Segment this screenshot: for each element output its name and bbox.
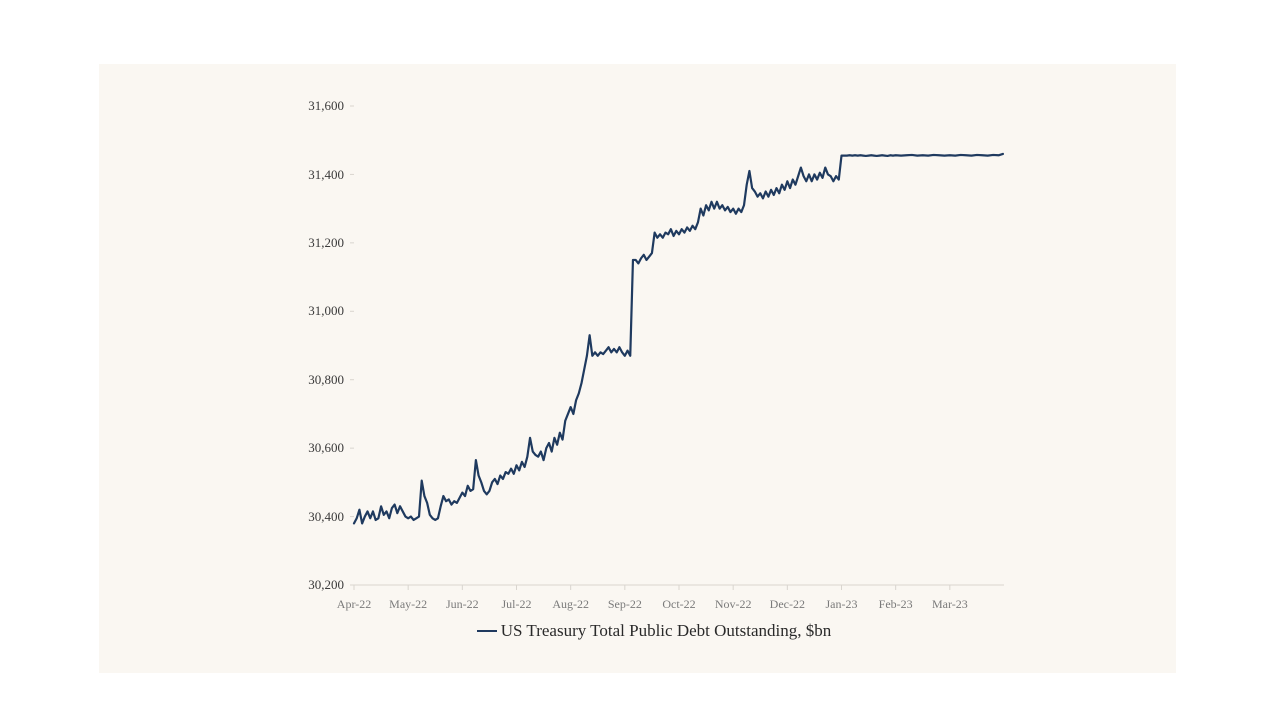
x-tick-label: Jun-22 bbox=[432, 597, 492, 612]
debt-series-line bbox=[354, 154, 1003, 524]
y-tick-label: 31,000 bbox=[308, 303, 344, 319]
y-tick-label: 30,400 bbox=[308, 509, 344, 525]
x-tick-label: Jul-22 bbox=[487, 597, 547, 612]
y-tick-label: 30,200 bbox=[308, 577, 344, 593]
x-tick-label: Nov-22 bbox=[703, 597, 763, 612]
x-tick-label: Feb-23 bbox=[866, 597, 926, 612]
legend-line bbox=[477, 630, 497, 632]
x-tick-label: Oct-22 bbox=[649, 597, 709, 612]
legend-label: US Treasury Total Public Debt Outstandin… bbox=[501, 621, 831, 641]
y-tick-label: 31,400 bbox=[308, 167, 344, 183]
x-tick-label: Aug-22 bbox=[541, 597, 601, 612]
x-tick-label: Dec-22 bbox=[757, 597, 817, 612]
x-tick-label: Mar-23 bbox=[920, 597, 980, 612]
tick-marks bbox=[350, 106, 950, 590]
x-tick-label: Sep-22 bbox=[595, 597, 655, 612]
chart-legend: US Treasury Total Public Debt Outstandin… bbox=[14, 621, 1280, 641]
y-tick-label: 30,800 bbox=[308, 372, 344, 388]
y-tick-label: 30,600 bbox=[308, 440, 344, 456]
x-tick-label: Jan-23 bbox=[812, 597, 872, 612]
x-tick-label: Apr-22 bbox=[324, 597, 384, 612]
chart-svg bbox=[0, 0, 1280, 720]
y-tick-label: 31,600 bbox=[308, 98, 344, 114]
y-tick-label: 31,200 bbox=[308, 235, 344, 251]
x-tick-label: May-22 bbox=[378, 597, 438, 612]
